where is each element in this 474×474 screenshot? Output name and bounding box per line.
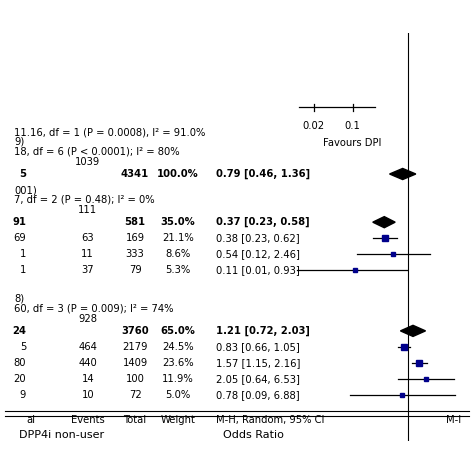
Text: 0.83 [0.66, 1.05]: 0.83 [0.66, 1.05] [216,342,300,352]
Text: 0.79 [0.46, 1.36]: 0.79 [0.46, 1.36] [216,169,310,179]
Polygon shape [373,217,395,228]
Text: Weight: Weight [160,415,195,425]
Text: 581: 581 [125,217,146,227]
Text: 100: 100 [126,374,145,384]
Text: 111: 111 [78,205,97,215]
Text: Odds Ratio: Odds Ratio [223,429,284,440]
Text: 1: 1 [20,249,26,259]
Text: 21.1%: 21.1% [162,233,193,243]
Text: al: al [26,415,35,425]
Text: 35.0%: 35.0% [160,217,195,227]
Text: M-I: M-I [446,415,461,425]
Text: 2.05 [0.64, 6.53]: 2.05 [0.64, 6.53] [216,374,300,384]
Text: 0.54 [0.12, 2.46]: 0.54 [0.12, 2.46] [216,249,300,259]
Text: 1409: 1409 [122,358,148,368]
Text: 928: 928 [78,313,97,324]
Text: 1.21 [0.72, 2.03]: 1.21 [0.72, 2.03] [216,326,310,336]
Text: 9: 9 [20,390,26,400]
Text: Total: Total [124,415,146,425]
Text: 63: 63 [82,233,94,243]
Text: 001): 001) [14,185,37,195]
Text: 1: 1 [20,265,26,275]
Text: 91: 91 [12,217,26,227]
Text: 4341: 4341 [121,169,149,179]
Text: 11.16, df = 1 (P = 0.0008), I² = 91.0%: 11.16, df = 1 (P = 0.0008), I² = 91.0% [14,127,206,137]
Text: 8.6%: 8.6% [165,249,191,259]
Text: 9): 9) [14,137,25,147]
Text: 333: 333 [126,249,145,259]
Text: 0.37 [0.23, 0.58]: 0.37 [0.23, 0.58] [216,217,310,228]
Text: 18, df = 6 (P < 0.0001); I² = 80%: 18, df = 6 (P < 0.0001); I² = 80% [14,147,180,157]
Text: 24: 24 [12,326,26,336]
Text: 69: 69 [13,233,26,243]
Text: 8): 8) [14,294,24,304]
Text: 169: 169 [126,233,145,243]
Polygon shape [401,325,426,337]
Text: 1039: 1039 [75,156,100,167]
Text: 1.57 [1.15, 2.16]: 1.57 [1.15, 2.16] [216,358,300,368]
Text: 65.0%: 65.0% [160,326,195,336]
Text: M-H, Random, 95% CI: M-H, Random, 95% CI [216,415,324,425]
Text: Favours DPI: Favours DPI [323,138,382,148]
Text: 10: 10 [82,390,94,400]
Text: Events: Events [71,415,105,425]
Text: 5: 5 [19,169,26,179]
Text: 5.0%: 5.0% [165,390,191,400]
Text: 20: 20 [13,374,26,384]
Text: 79: 79 [129,265,141,275]
Text: 72: 72 [129,390,141,400]
Polygon shape [390,168,416,180]
Text: 37: 37 [82,265,94,275]
Text: 3760: 3760 [121,326,149,336]
Text: 24.5%: 24.5% [162,342,193,352]
Text: 80: 80 [14,358,26,368]
Text: 100.0%: 100.0% [157,169,199,179]
Text: 23.6%: 23.6% [162,358,193,368]
Text: 0.11 [0.01, 0.93]: 0.11 [0.01, 0.93] [216,265,300,275]
Text: 2179: 2179 [122,342,148,352]
Text: 60, df = 3 (P = 0.009); I² = 74%: 60, df = 3 (P = 0.009); I² = 74% [14,304,173,314]
Text: 5.3%: 5.3% [165,265,191,275]
Text: 440: 440 [78,358,97,368]
Text: 14: 14 [82,374,94,384]
Text: 5: 5 [20,342,26,352]
Text: 464: 464 [78,342,97,352]
Text: 11.9%: 11.9% [162,374,193,384]
Text: 0.02: 0.02 [302,121,325,131]
Text: 0.1: 0.1 [345,121,361,131]
Text: 7, df = 2 (P = 0.48); I² = 0%: 7, df = 2 (P = 0.48); I² = 0% [14,195,155,205]
Text: DPP4i non-user: DPP4i non-user [19,429,104,440]
Text: 11: 11 [82,249,94,259]
Text: 0.78 [0.09, 6.88]: 0.78 [0.09, 6.88] [216,390,299,400]
Text: 0.38 [0.23, 0.62]: 0.38 [0.23, 0.62] [216,233,299,243]
